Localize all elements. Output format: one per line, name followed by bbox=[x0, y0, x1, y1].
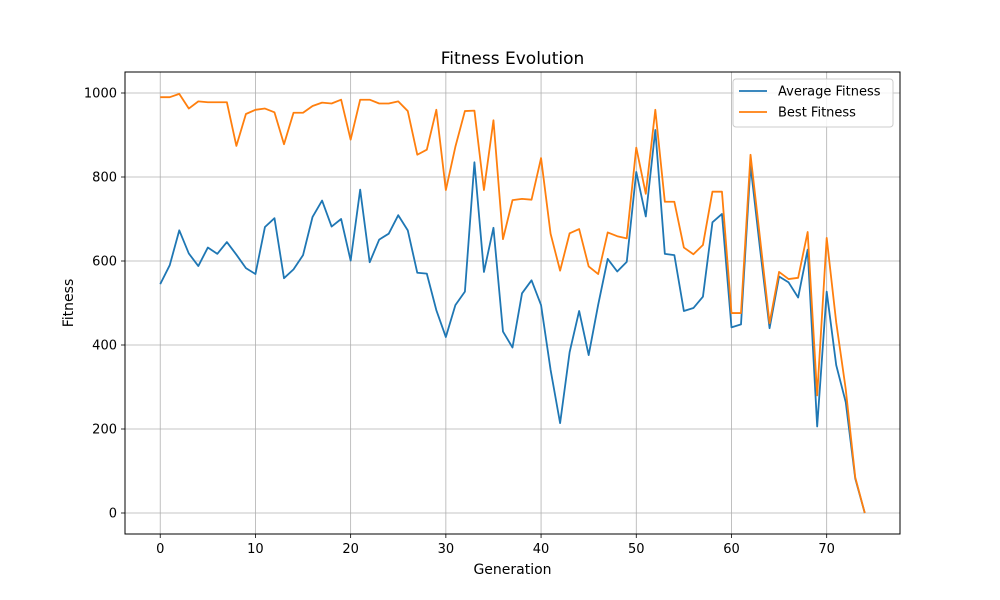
x-tick-label: 60 bbox=[723, 542, 740, 557]
y-tick-label: 600 bbox=[92, 255, 117, 270]
series-line-best-fitness bbox=[160, 92, 866, 514]
y-tick-label: 200 bbox=[92, 423, 117, 438]
y-tick-label: 800 bbox=[92, 171, 117, 186]
y-tick-label: 400 bbox=[92, 339, 117, 354]
x-axis-title: Generation bbox=[473, 562, 551, 578]
x-tick-label: 20 bbox=[342, 542, 359, 557]
x-tick-label: 70 bbox=[818, 542, 835, 557]
x-tick-label: 50 bbox=[628, 542, 645, 557]
x-tick-label: 30 bbox=[438, 542, 455, 557]
x-tick-label: 40 bbox=[533, 542, 550, 557]
legend-label: Best Fitness bbox=[778, 106, 856, 121]
y-tick-label: 0 bbox=[109, 507, 117, 522]
legend-label: Average Fitness bbox=[778, 85, 881, 100]
grid-lines bbox=[125, 72, 900, 534]
plot-frame bbox=[124, 71, 901, 535]
y-axis-title: Fitness bbox=[61, 279, 77, 328]
x-axis-ticks: 0 10 20 30 40 50 60 70 bbox=[156, 534, 835, 557]
legend-box bbox=[732, 78, 894, 128]
series-lines bbox=[159, 92, 866, 514]
series-line-average-fitness bbox=[159, 129, 866, 514]
chart-title: Fitness Evolution bbox=[441, 49, 585, 69]
x-tick-label: 0 bbox=[156, 542, 164, 557]
legend: Average Fitness Best Fitness bbox=[732, 78, 894, 128]
y-tick-label: 1000 bbox=[84, 87, 117, 102]
y-axis-ticks: 0 200 400 600 800 1000 bbox=[84, 87, 125, 522]
x-tick-label: 10 bbox=[247, 542, 264, 557]
